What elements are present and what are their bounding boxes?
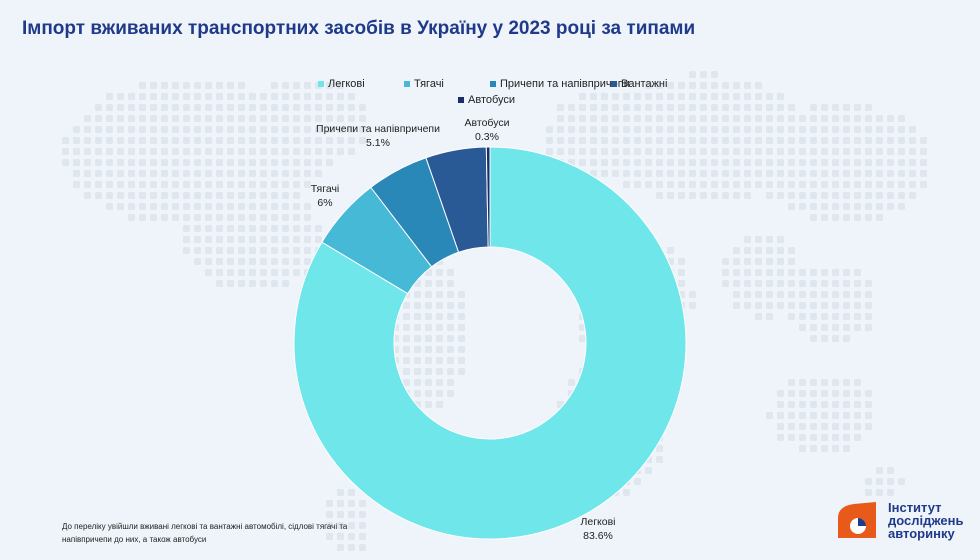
institute-logo: Інститут досліджень авторинку <box>836 500 964 540</box>
legend-swatch-2 <box>490 81 496 87</box>
slice-4 <box>485 146 491 248</box>
legend-label-3: Вантажні <box>621 78 667 90</box>
footnote: До переліку увійшли вживані легкові та в… <box>62 522 348 544</box>
logo-line-3: авторинку <box>888 525 955 541</box>
slice-value-label-1: 6% <box>317 197 332 209</box>
chart-slices <box>293 146 687 540</box>
chart-legend: Легкові Тягачі Причепи та напівпричепиВант… <box>318 78 667 106</box>
slice-labels: Легкові 83.6% Тягачі 6% Причепи та напівприч… <box>311 117 616 542</box>
slice-value-label-2: 5.1% <box>366 137 390 149</box>
legend-label-0: Легкові <box>328 78 365 90</box>
legend-label-4: Автобуси <box>468 94 515 106</box>
slice-name-label-4: Автобуси <box>465 117 510 129</box>
slice-value-label-0: 83.6% <box>583 530 613 542</box>
legend-swatch-0 <box>318 81 324 87</box>
slice-0 <box>293 146 687 540</box>
slice-name-label-0: Легкові <box>580 516 615 528</box>
logo-line-2: досліджень <box>888 512 964 528</box>
page-title: Імпорт вживаних транспортних засобів в У… <box>22 18 696 39</box>
slice-value-label-4: 0.3% <box>475 131 499 143</box>
logo-line-1: Інститут <box>888 499 942 515</box>
legend-label-2: Причепи та напівпричепи <box>500 78 630 90</box>
slice-name-label-2: Причепи та напівпричепи <box>316 123 440 135</box>
legend-swatch-1 <box>404 81 410 87</box>
legend-label-1: Тягачі <box>414 78 444 90</box>
legend-swatch-3 <box>611 81 617 87</box>
legend-swatch-4 <box>458 97 464 103</box>
logo-mark-icon <box>838 502 876 538</box>
slice-name-label-1: Тягачі <box>311 183 340 195</box>
